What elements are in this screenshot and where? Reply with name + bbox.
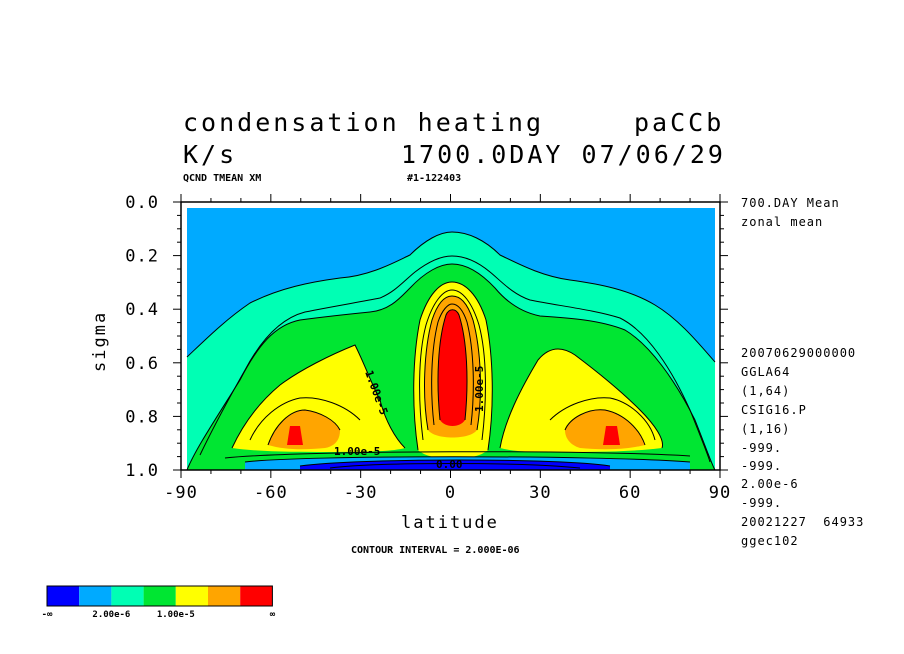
legend-swatch (79, 586, 112, 606)
legend-swatch (208, 586, 241, 606)
legend-swatch (175, 586, 208, 606)
x-tick-label: 30 (529, 483, 551, 503)
contour-line (224, 451, 691, 459)
side-info-line: 20021227 64933 (741, 515, 865, 529)
contour-line (419, 289, 486, 441)
contour-line (267, 409, 341, 446)
side-info-line: (1,64) (741, 384, 791, 398)
contour-line (413, 281, 493, 451)
x-tick-label: -30 (344, 483, 378, 503)
x-tick-label: -90 (164, 483, 198, 503)
contour-line (186, 231, 716, 363)
contour-line (431, 303, 474, 426)
y-tick-label: 1.0 (125, 461, 159, 481)
x-axis-title: latitude (401, 513, 499, 533)
side-info-line: -999. (741, 441, 783, 455)
fill-level-6-right (565, 409, 645, 450)
variable-description: QCND TMEAN XM (183, 173, 262, 184)
contour-line (437, 309, 468, 421)
legend-swatch (47, 586, 80, 606)
axes: -90 -60 -30 0 30 60 90 0.0 0.2 0.4 0.6 0.8 1.0 (125, 193, 731, 503)
legend-label: 1.00e-5 (157, 610, 195, 620)
file-tag: #1-122403 (407, 173, 462, 184)
legend-swatch (240, 586, 273, 606)
fill-level-7-center (438, 309, 467, 426)
x-tick-label: 60 (619, 483, 641, 503)
plot-title: condensation heating (183, 108, 545, 137)
contour-label: 0.00 (436, 458, 463, 471)
side-info-line: 2.00e-6 (741, 477, 799, 491)
legend-swatch (111, 586, 144, 606)
x-tick-label: 90 (709, 483, 731, 503)
x-tick-label: -60 (254, 483, 288, 503)
contour-line (249, 397, 361, 441)
contour-line (199, 255, 711, 463)
contour-line (244, 456, 691, 463)
fill-level-7-right (603, 426, 620, 445)
fill-level-6-left (268, 410, 340, 450)
side-info-line: -999. (741, 459, 783, 473)
side-info-line: 20070629000000 (741, 346, 857, 360)
contour-line (186, 263, 716, 471)
legend-swatch (143, 586, 176, 606)
contour-line (329, 463, 581, 469)
legend-label: 2.00e-6 (92, 610, 130, 620)
side-info-line: ggec102 (741, 534, 799, 548)
contour-label: 1.00e-5 (334, 445, 380, 458)
contour-line (299, 459, 611, 467)
units-label: K/s (183, 140, 238, 169)
y-tick-label: 0.4 (125, 300, 159, 320)
run-id: paCCb (634, 108, 725, 137)
y-tick-label: 0.0 (125, 193, 159, 213)
contour-label: 1.00e-5 (473, 366, 486, 412)
contour-line (564, 409, 646, 446)
x-tick-label: 0 (445, 483, 456, 503)
fill-level-1 (300, 460, 610, 470)
contour-lines (186, 231, 716, 471)
y-tick-label: 0.2 (125, 247, 159, 267)
legend-border (46, 585, 273, 607)
side-info-line: GGLA64 (741, 365, 791, 379)
contour-line (231, 344, 406, 449)
color-legend: -∞ 2.00e-6 1.00e-5 ∞ (42, 585, 276, 620)
contour-fills (187, 208, 715, 470)
legend-label: ∞ (270, 610, 276, 620)
y-tick-label: 0.6 (125, 354, 159, 374)
side-info-line: (1,16) (741, 422, 791, 436)
mean-type: zonal mean (741, 215, 824, 229)
side-info-line: CSIG16.P (741, 403, 807, 417)
side-info-line: -999. (741, 496, 783, 510)
legend-label: -∞ (42, 610, 53, 620)
fill-level-7-left (287, 426, 303, 445)
y-tick-label: 0.8 (125, 407, 159, 427)
contour-line (549, 397, 656, 441)
contour-interval: CONTOUR INTERVAL = 2.000E-06 (351, 545, 520, 556)
mean-period: 700.DAY Mean (741, 196, 840, 210)
contour-line (499, 348, 664, 449)
contour-line (424, 295, 481, 431)
time-stamp: 1700.0DAY 07/06/29 (401, 140, 726, 169)
